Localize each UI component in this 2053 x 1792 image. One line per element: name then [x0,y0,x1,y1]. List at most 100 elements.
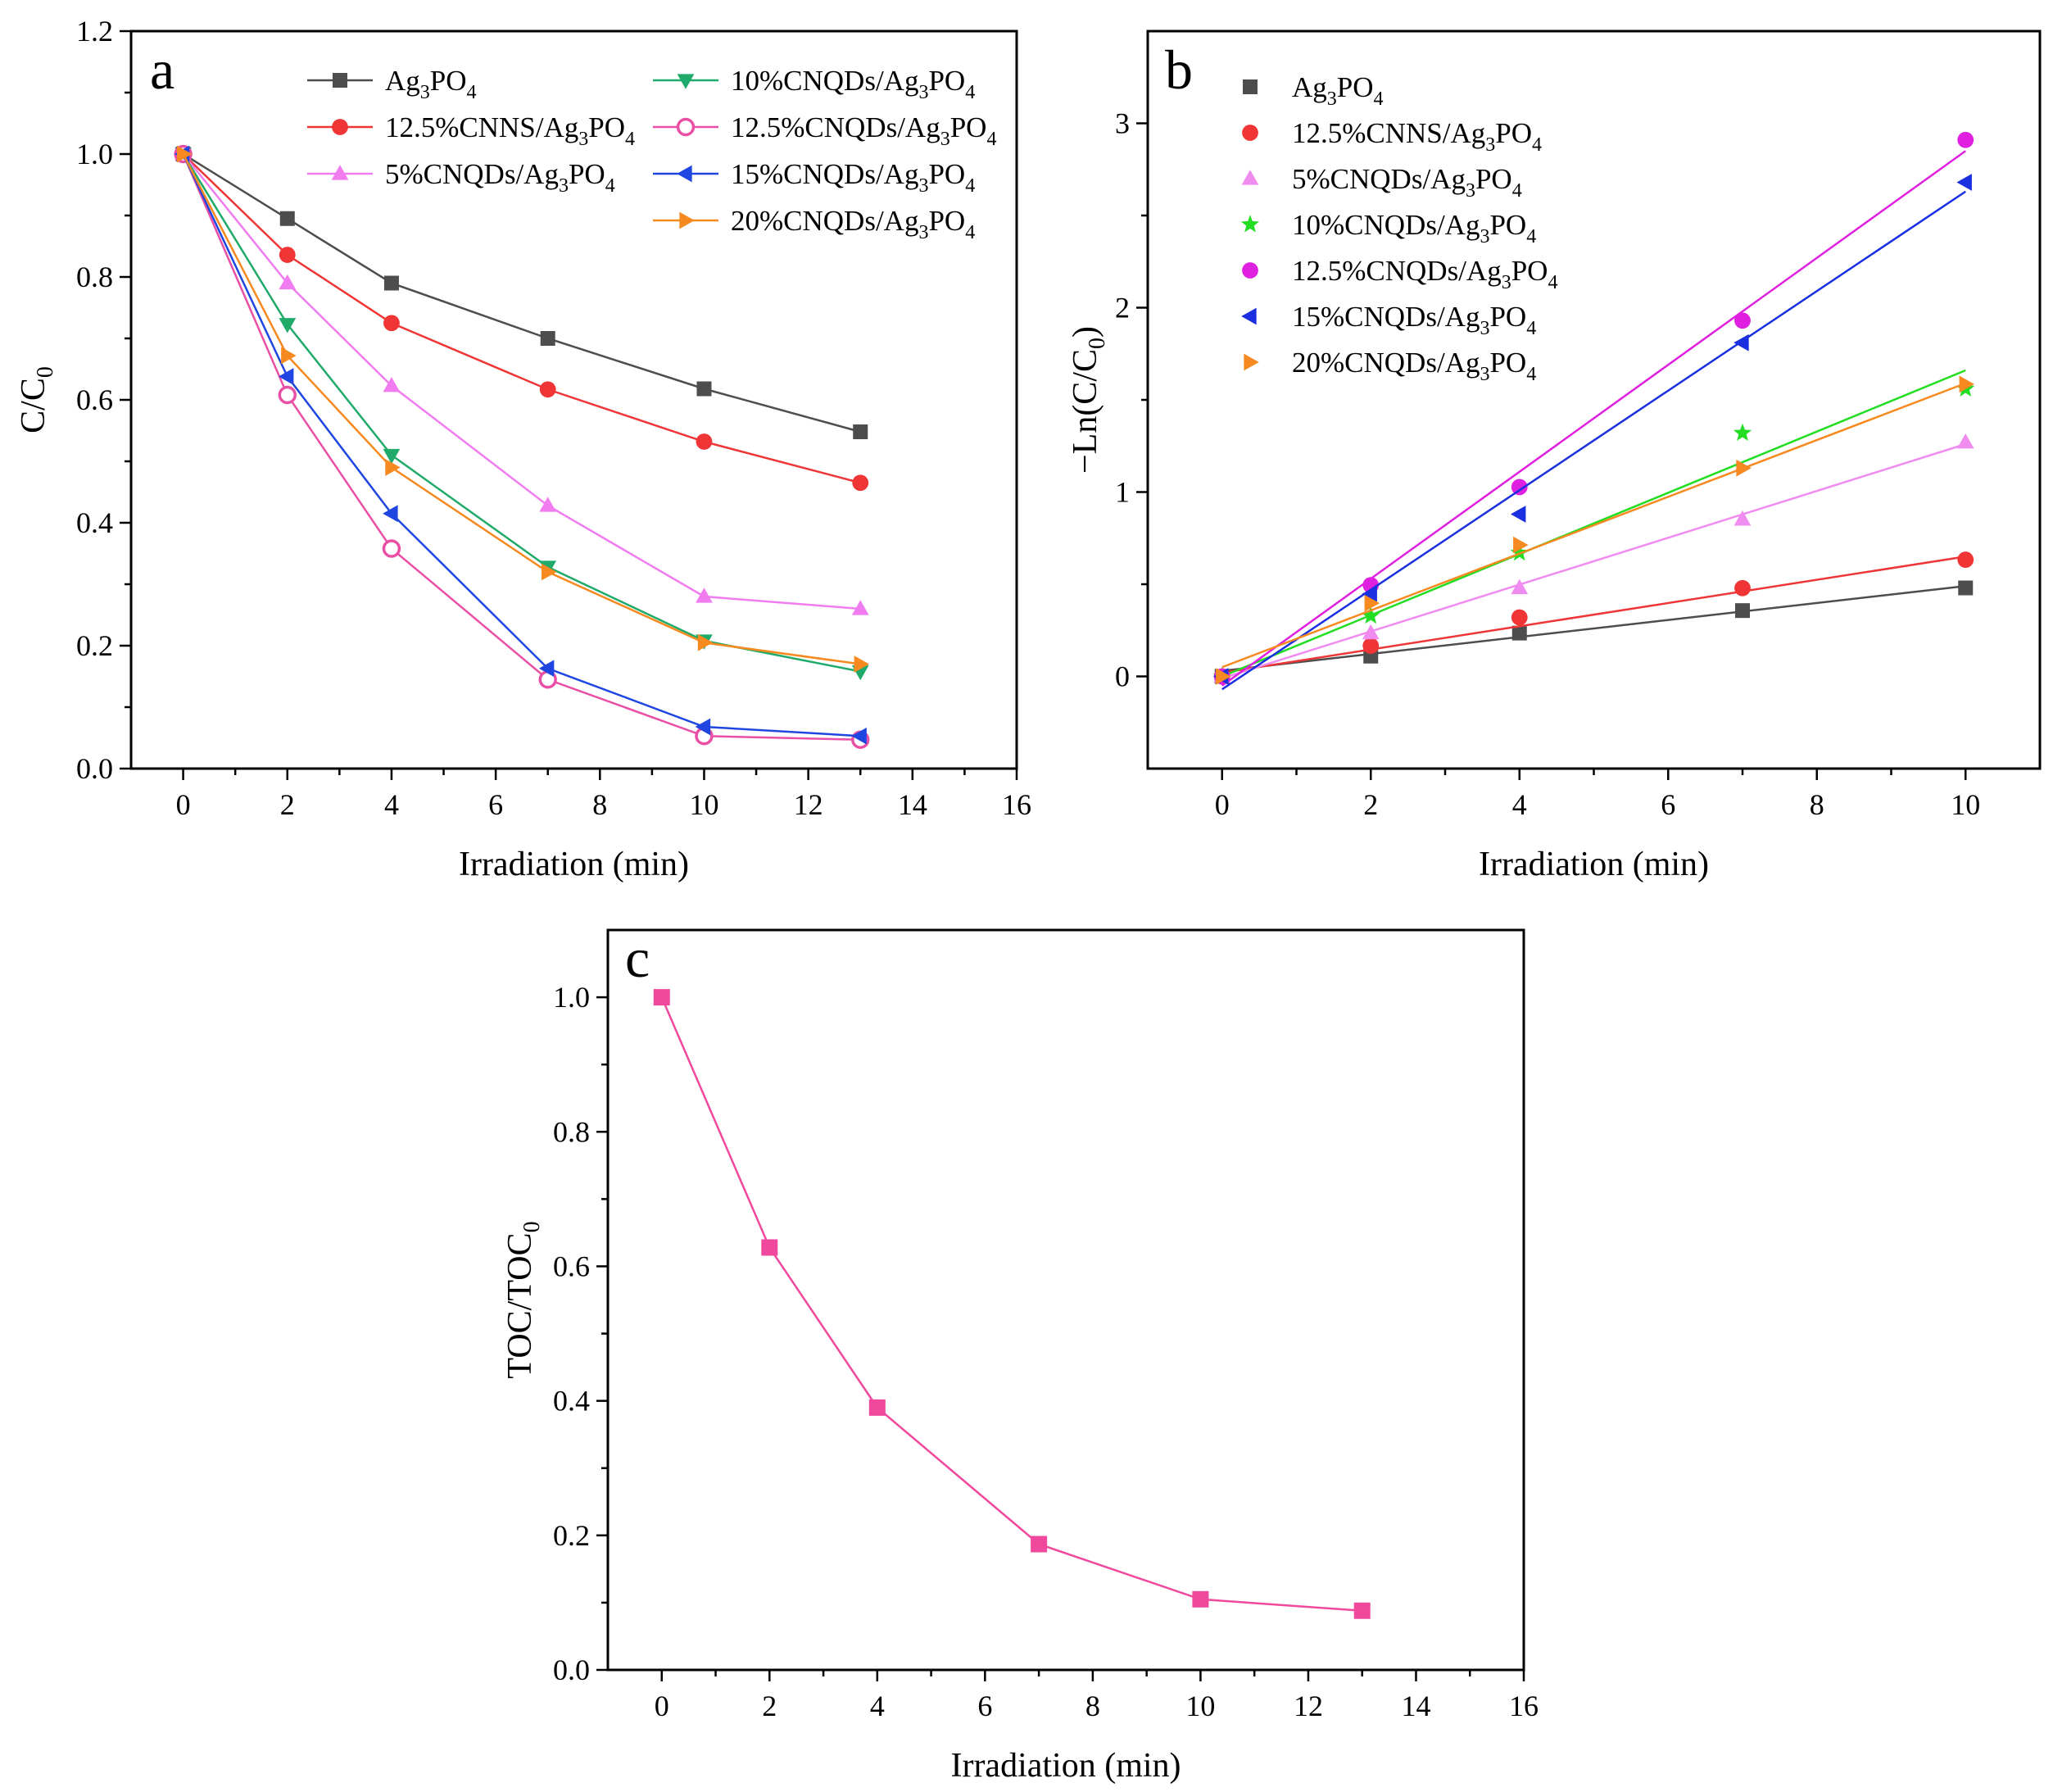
data-point [176,145,193,163]
x-tick-label: 8 [592,788,607,821]
legend-text-part: 12.5%CNNS/Ag [1292,117,1485,149]
legend-subscript: 4 [1548,272,1557,293]
data-point [851,727,867,745]
data-point [383,315,400,332]
y-tick-label: 0 [1115,660,1130,693]
data-point [1362,624,1380,640]
data-point [1734,312,1751,329]
data-point [653,989,670,1006]
legend-subscript: 3 [1485,134,1495,156]
data-point [854,656,870,673]
plot-frame [1146,29,2042,770]
y-tick-label: 0.2 [553,1519,590,1552]
data-point [539,497,557,512]
data-point [540,331,555,346]
legend-marker [1242,262,1258,279]
legend-label: 15%CNQDs/Ag3PO4 [1292,301,1536,339]
legend-label: 10%CNQDs/Ag3PO4 [1292,209,1536,247]
legend-text-part: PO [430,65,467,97]
legend-subscript: 4 [965,222,975,243]
legend-text-part: 10%CNQDs/Ag [731,65,918,97]
legend-label: 12.5%CNQDs/Ag3PO4 [731,111,996,150]
data-point [539,381,556,398]
legend-marker [1243,79,1258,94]
x-tick-label: 0 [1215,788,1230,821]
series-line [182,153,861,665]
data-point [383,275,399,291]
panel-letter: b [1165,39,1193,101]
axis-title-subscript: 0 [519,1221,545,1232]
y-tick-label: 1.0 [76,138,113,170]
legend-marker [676,117,696,137]
panel-letter: a [150,39,174,101]
legend-text-part: PO [928,65,965,97]
data-point [1956,433,1974,449]
x-tick-label: 12 [1294,1690,1323,1722]
legend-text-part: 20%CNQDs/Ag [1292,347,1480,379]
data-point [1510,506,1526,523]
legend-subscript: 3 [559,175,569,197]
x-tick-label: 16 [1509,1690,1539,1722]
y-axis-title: −Ln(C/C0) [1067,326,1110,474]
legend-text-part: PO [1489,209,1526,241]
axis-title-base: C/C [15,378,52,433]
data-point [1956,174,1972,191]
legend-text-part: 12.5%CNQDs/Ag [731,111,940,143]
y-tick-label: 0.8 [553,1115,590,1148]
legend-text-part: 5%CNQDs/Ag [1292,163,1466,195]
series-20%CNQDs/Ag3PO4 [176,145,870,673]
legend-subscript: 4 [605,175,615,197]
data-point [1733,333,1749,352]
data-point [382,539,401,558]
x-tick-label: 0 [176,788,191,821]
legend-text-part: PO [928,158,965,190]
data-point [1031,1536,1048,1553]
x-tick-label: 6 [977,1690,992,1722]
legend-subscript: 3 [940,129,950,150]
legend-text-part: PO [1511,255,1548,287]
legend-subscript: 3 [1466,180,1475,202]
data-point [1216,668,1231,685]
legend-subscript: 3 [1480,226,1489,247]
data-point [851,600,869,615]
legend-subscript: 4 [1526,364,1536,385]
y-tick-label: 0.0 [76,752,113,785]
legend-text-part: Ag [1292,71,1327,103]
data-point [1735,603,1750,619]
fit-line [1221,585,1966,672]
series-line [182,152,861,433]
series-line [182,153,861,610]
x-tick-label: 8 [1810,788,1824,821]
legend-text-part: 5%CNQDs/Ag [385,158,559,190]
series-line [660,996,1362,1613]
legend-subscript: 3 [1480,318,1489,339]
data-point [1511,479,1528,496]
series-20%CNQDs/Ag3PO4 [1216,375,1975,685]
legend-label: 12.5%CNQDs/Ag3PO4 [1292,255,1557,293]
axis-title-end: ) [1067,326,1104,338]
legend-text-part: PO [569,158,605,190]
legend-label: 5%CNQDs/Ag3PO4 [385,158,615,197]
legend-text-part: 15%CNQDs/Ag [731,158,918,190]
y-tick-label: 0.4 [553,1385,590,1418]
x-tick-label: 14 [1401,1690,1430,1722]
data-point [279,318,297,333]
fit-line [1221,369,1966,678]
x-tick-label: 12 [794,788,823,821]
legend-subscript: 4 [1512,180,1522,202]
x-tick-label: 10 [1951,788,1980,821]
y-tick-label: 0.0 [553,1654,590,1686]
fit-line [1221,442,1966,679]
data-point [1362,606,1380,624]
data-point [1736,459,1752,477]
data-point [1957,131,1974,148]
legend-label: 10%CNQDs/Ag3PO4 [731,65,975,103]
legend: Ag3PO412.5%CNNS/Ag3PO45%CNQDs/Ag3PO410%C… [307,65,996,243]
x-tick-label: 10 [689,788,718,821]
data-point [538,660,555,678]
x-tick-label: 4 [384,788,399,821]
data-point [696,433,713,450]
legend-label: 12.5%CNNS/Ag3PO4 [1292,117,1542,156]
y-tick-label: 1.0 [553,981,590,1014]
legend-label: Ag3PO4 [385,65,477,103]
